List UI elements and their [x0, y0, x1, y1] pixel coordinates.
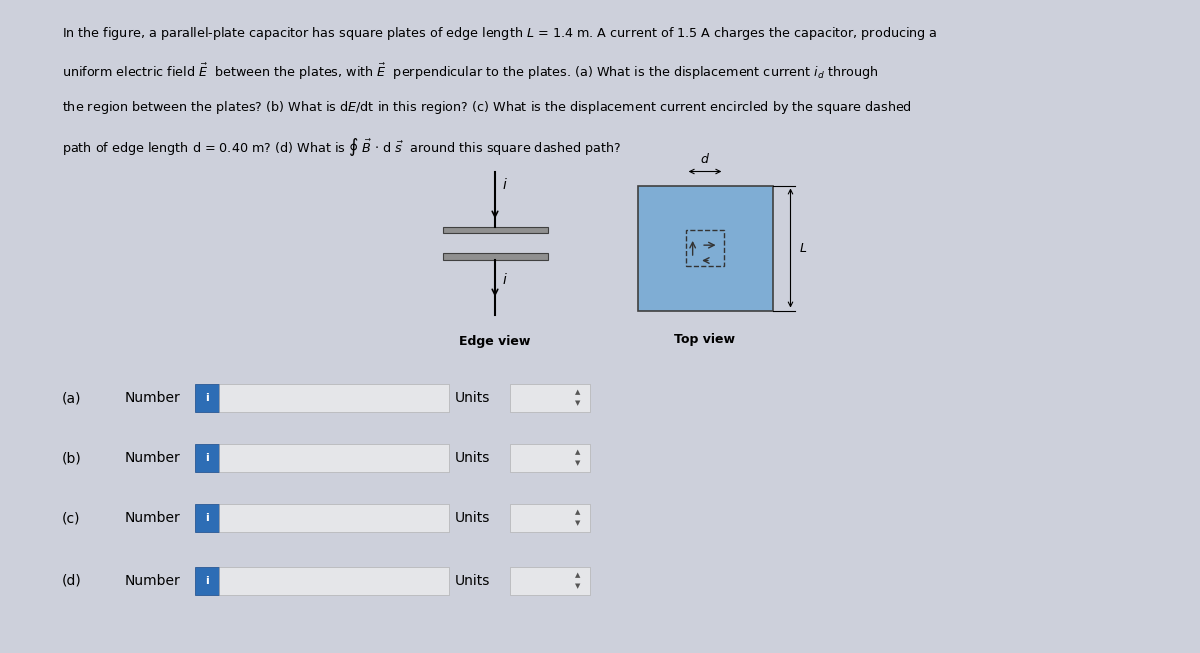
Text: ▼: ▼ [575, 584, 581, 590]
Text: $d$: $d$ [700, 151, 710, 165]
Text: ▼: ▼ [575, 460, 581, 466]
Text: ▲: ▲ [575, 509, 581, 515]
Bar [443, 227, 547, 233]
Bar [194, 384, 220, 412]
Text: path of edge length d = 0.40 m? (d) What is $\oint$ $\vec{B}$ $\cdot$ d $\vec{s}: path of edge length d = 0.40 m? (d) What… [62, 136, 622, 158]
Text: $L$: $L$ [799, 242, 808, 255]
Text: Top view: Top view [674, 332, 736, 345]
Text: (a): (a) [62, 391, 82, 405]
Bar [220, 444, 449, 472]
Bar [510, 384, 590, 412]
Text: ▼: ▼ [575, 520, 581, 526]
Text: i: i [205, 576, 209, 586]
Text: Number: Number [125, 574, 181, 588]
Bar [194, 444, 220, 472]
Text: In the figure, a parallel-plate capacitor has square plates of edge length $L$ =: In the figure, a parallel-plate capacito… [62, 25, 937, 42]
Text: ▲: ▲ [575, 389, 581, 396]
Text: ▲: ▲ [575, 573, 581, 579]
Bar [194, 567, 220, 595]
Text: ▼: ▼ [575, 400, 581, 407]
Text: (c): (c) [62, 511, 80, 525]
Text: the region between the plates? (b) What is d$E$/dt in this region? (c) What is t: the region between the plates? (b) What … [62, 99, 912, 116]
Text: ▲: ▲ [575, 449, 581, 456]
Bar [510, 567, 590, 595]
Bar [220, 567, 449, 595]
Text: i: i [205, 393, 209, 403]
Text: (d): (d) [62, 574, 82, 588]
Text: Units: Units [455, 511, 491, 525]
Text: Units: Units [455, 391, 491, 405]
Text: $i$: $i$ [502, 272, 508, 287]
Text: Number: Number [125, 391, 181, 405]
Text: i: i [205, 513, 209, 523]
Text: Edge view: Edge view [460, 334, 530, 347]
Text: Number: Number [125, 511, 181, 525]
Text: uniform electric field $\vec{E}$  between the plates, with $\vec{E}$  perpendicu: uniform electric field $\vec{E}$ between… [62, 62, 878, 82]
Bar [510, 504, 590, 532]
Bar [443, 253, 547, 259]
Text: i: i [205, 453, 209, 463]
Text: Units: Units [455, 574, 491, 588]
Bar [220, 504, 449, 532]
Bar [637, 185, 773, 310]
Bar [194, 504, 220, 532]
Text: Number: Number [125, 451, 181, 465]
Bar [510, 444, 590, 472]
Text: $i$: $i$ [502, 177, 508, 192]
Bar [220, 384, 449, 412]
Text: (b): (b) [62, 451, 82, 465]
Bar [685, 230, 725, 266]
Text: Units: Units [455, 451, 491, 465]
